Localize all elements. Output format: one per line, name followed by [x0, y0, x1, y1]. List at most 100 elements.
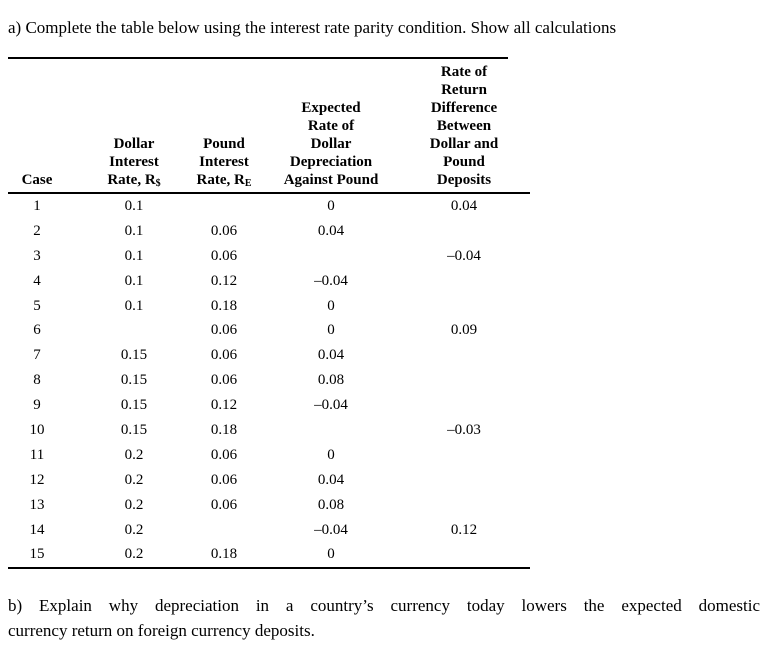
cell-pound-rate: [184, 518, 264, 543]
cell-return-difference: 0.09: [450, 322, 478, 339]
table-header: Case Dollar Interest Rate, R$ Pound Inte…: [8, 59, 530, 194]
cell-case: 11: [29, 446, 45, 463]
cell-dollar-rate: 0.2: [124, 471, 144, 488]
table-row: 4 0.1 0.12 –0.04: [8, 269, 530, 294]
col-header-case-label: Case: [21, 172, 53, 188]
section-b-line1: b) Explain why depreciation in a country…: [8, 596, 760, 616]
cell-pound-rate: 0.06: [210, 347, 238, 364]
cell-return-difference: [398, 493, 530, 518]
table-row: 15 0.2 0.18 0: [8, 542, 530, 568]
cell-return-difference: [398, 468, 530, 493]
cell-expected-depreciation: 0: [327, 446, 335, 463]
cell-expected-depreciation: 0: [327, 322, 335, 339]
cell-expected-depreciation: 0.04: [317, 347, 345, 364]
section-b-text: b) Explain why depreciation in a country…: [8, 593, 760, 643]
pound-subscript: E: [244, 178, 252, 189]
table-row: 1 0.1 0 0.04: [8, 193, 530, 219]
header-row: Case Dollar Interest Rate, R$ Pound Inte…: [8, 59, 530, 194]
cell-case: 8: [33, 372, 41, 389]
cell-expected-depreciation: 0.08: [317, 496, 345, 513]
cell-case: 3: [33, 247, 41, 264]
parity-table: Case Dollar Interest Rate, R$ Pound Inte…: [8, 59, 530, 570]
cell-dollar-rate: 0.15: [120, 397, 148, 414]
cell-pound-rate: 0.18: [210, 297, 238, 314]
document-page: a) Complete the table below using the in…: [0, 16, 774, 643]
cell-return-difference: –0.04: [447, 247, 481, 264]
cell-dollar-rate: 0.2: [124, 496, 144, 513]
cell-case: 15: [29, 546, 45, 563]
cell-dollar-rate: 0.15: [120, 421, 148, 438]
cell-expected-depreciation: 0: [327, 197, 335, 214]
table-row: 11 0.2 0.06 0: [8, 443, 530, 468]
table-row: 13 0.2 0.06 0.08: [8, 493, 530, 518]
rate-prefix: Rate, R: [107, 172, 156, 188]
cell-case: 1: [33, 197, 41, 214]
cell-case: 9: [33, 397, 41, 414]
cell-return-difference: [398, 368, 530, 393]
table-row: 12 0.2 0.06 0.04: [8, 468, 530, 493]
cell-case: 14: [29, 521, 45, 538]
cell-pound-rate: [184, 193, 264, 219]
cell-pound-rate: 0.06: [210, 247, 238, 264]
cell-return-difference: [398, 343, 530, 368]
col-header-case: Case: [8, 59, 84, 194]
cell-dollar-rate: 0.2: [124, 546, 144, 563]
cell-dollar-rate: 0.1: [124, 297, 144, 314]
cell-expected-depreciation: –0.04: [314, 521, 348, 538]
cell-dollar-rate: [84, 318, 184, 343]
table-row: 7 0.15 0.06 0.04: [8, 343, 530, 368]
cell-return-difference: –0.03: [447, 421, 481, 438]
cell-expected-depreciation: 0.04: [317, 222, 345, 239]
cell-return-difference: [398, 542, 530, 568]
dollar-subscript: $: [155, 178, 161, 189]
cell-pound-rate: 0.12: [210, 397, 238, 414]
rate-prefix: Rate, R: [196, 172, 245, 188]
cell-case: 7: [33, 347, 41, 364]
cell-expected-depreciation: [264, 244, 398, 269]
section-a-title: a) Complete the table below using the in…: [8, 18, 617, 37]
cell-return-difference: [398, 393, 530, 418]
cell-case: 13: [29, 496, 45, 513]
table-row: 14 0.2 –0.04 0.12: [8, 518, 530, 543]
cell-pound-rate: 0.18: [210, 421, 238, 438]
cell-expected-depreciation: –0.04: [314, 272, 348, 289]
cell-return-difference: 0.12: [450, 521, 478, 538]
table-row: 9 0.15 0.12 –0.04: [8, 393, 530, 418]
cell-dollar-rate: 0.1: [124, 272, 144, 289]
cell-dollar-rate: 0.15: [120, 347, 148, 364]
cell-pound-rate: 0.18: [210, 546, 238, 563]
cell-expected-depreciation: 0: [327, 297, 335, 314]
table-row: 5 0.1 0.18 0: [8, 294, 530, 319]
col-header-expected-depreciation: Expected Rate of Dollar Depreciation Aga…: [264, 59, 398, 194]
col-header-return-lines: Rate of Return Difference Between Dollar…: [429, 64, 499, 188]
cell-dollar-rate: 0.15: [120, 372, 148, 389]
col-header-pound-rate-symbol: Rate, RE: [184, 171, 264, 189]
cell-case: 2: [33, 222, 41, 239]
cell-return-difference: [398, 269, 530, 294]
cell-return-difference: [398, 294, 530, 319]
col-header-expected-lines: Expected Rate of Dollar Depreciation Aga…: [283, 100, 379, 188]
cell-pound-rate: 0.06: [210, 322, 238, 339]
cell-dollar-rate: 0.1: [124, 222, 144, 239]
cell-pound-rate: 0.06: [210, 446, 238, 463]
cell-expected-depreciation: 0: [327, 546, 335, 563]
cell-pound-rate: 0.06: [210, 222, 238, 239]
cell-dollar-rate: 0.2: [124, 446, 144, 463]
col-header-dollar-rate-symbol: Rate, R$: [84, 171, 184, 189]
parity-table-wrap: Case Dollar Interest Rate, R$ Pound Inte…: [8, 57, 530, 570]
cell-return-difference: 0.04: [450, 197, 478, 214]
section-b-line2: currency return on foreign currency depo…: [8, 621, 315, 641]
table-row: 2 0.1 0.06 0.04: [8, 219, 530, 244]
cell-case: 10: [29, 421, 45, 438]
table-row: 3 0.1 0.06 –0.04: [8, 244, 530, 269]
col-header-dollar-lines: Dollar Interest: [109, 136, 159, 170]
cell-case: 12: [29, 471, 45, 488]
table-top-rule: [8, 57, 508, 59]
cell-expected-depreciation: 0.04: [317, 471, 345, 488]
cell-case: 5: [33, 297, 41, 314]
col-header-pound-lines: Pound Interest: [199, 136, 249, 170]
table-row: 10 0.15 0.18 –0.03: [8, 418, 530, 443]
cell-dollar-rate: 0.1: [124, 197, 144, 214]
col-header-return-difference: Rate of Return Difference Between Dollar…: [398, 59, 530, 194]
cell-case: 6: [33, 322, 41, 339]
